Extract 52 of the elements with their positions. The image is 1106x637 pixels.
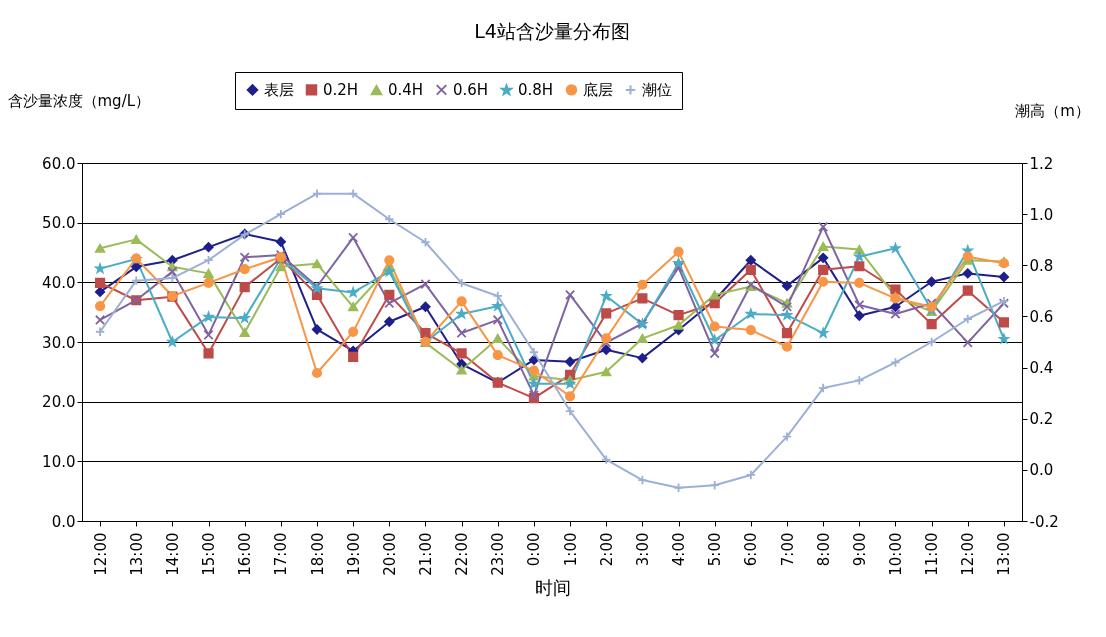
y-axis-title: 含沙量浓度（mg/L） [7,91,151,110]
x-tick-label: 2:00 [597,532,616,567]
y2-tick-label: 1.2 [1029,154,1054,173]
x-tick-label: 12:00 [959,532,978,576]
x-tick-label: 13:00 [127,532,146,576]
y-tick-label: 10.0 [42,452,76,471]
y-tick-label: 40.0 [42,273,76,292]
legend-label: 0.2H [323,80,359,99]
x-tick-label: 1:00 [561,532,580,567]
x-tick-label: 8:00 [814,532,833,567]
y2-axis-title: 潮高（m） [1015,101,1090,120]
y2-tick-label: 1.0 [1029,205,1054,224]
x-tick-label: 0:00 [525,532,544,567]
y2-tick-label: 0.8 [1029,256,1054,275]
legend-label: 0.8H [518,81,554,100]
y-tick-label: 30.0 [42,333,76,352]
y2-tick-label: 0.2 [1029,410,1054,429]
x-tick-label: 21:00 [416,532,435,576]
x-tick-label: 6:00 [742,532,761,567]
chart-title: L4站含沙量分布图 [474,19,630,42]
x-tick-label: 9:00 [850,532,869,567]
y-tick-label: 50.0 [42,214,76,233]
y-tick-label: 60.0 [42,154,76,173]
x-tick-label: 4:00 [670,532,689,567]
legend-label: 潮位 [642,80,672,99]
x-tick-label: 16:00 [236,532,255,576]
legend-label: 表层 [264,80,294,99]
x-tick-label: 12:00 [91,532,110,576]
x-tick-label: 14:00 [163,532,182,576]
y2-tick-label: -0.2 [1029,512,1059,531]
x-tick-label: 18:00 [308,532,327,576]
y-tick-label: 0.0 [51,512,76,531]
x-tick-label: 22:00 [453,532,472,576]
y2-tick-label: 0.4 [1029,359,1054,378]
x-tick-label: 19:00 [344,532,363,576]
x-tick-label: 20:00 [380,532,399,576]
x-tick-label: 13:00 [995,532,1014,576]
x-tick-label: 15:00 [200,532,219,576]
x-axis-title: 时间 [534,576,571,598]
legend-label: 底层 [583,80,613,99]
x-tick-label: 23:00 [489,532,508,576]
x-tick-label: 5:00 [706,532,725,567]
legend-label: 0.4H [388,81,424,100]
y2-tick-label: 0.6 [1029,307,1054,326]
x-tick-label: 17:00 [272,532,291,576]
x-tick-label: 3:00 [633,532,652,567]
x-tick-label: 11:00 [923,532,942,576]
x-tick-label: 7:00 [778,532,797,567]
legend-label: 0.6H [453,80,489,99]
y-tick-label: 20.0 [42,393,76,412]
x-tick-label: 10:00 [886,532,905,576]
y2-tick-label: 0.0 [1029,461,1054,480]
